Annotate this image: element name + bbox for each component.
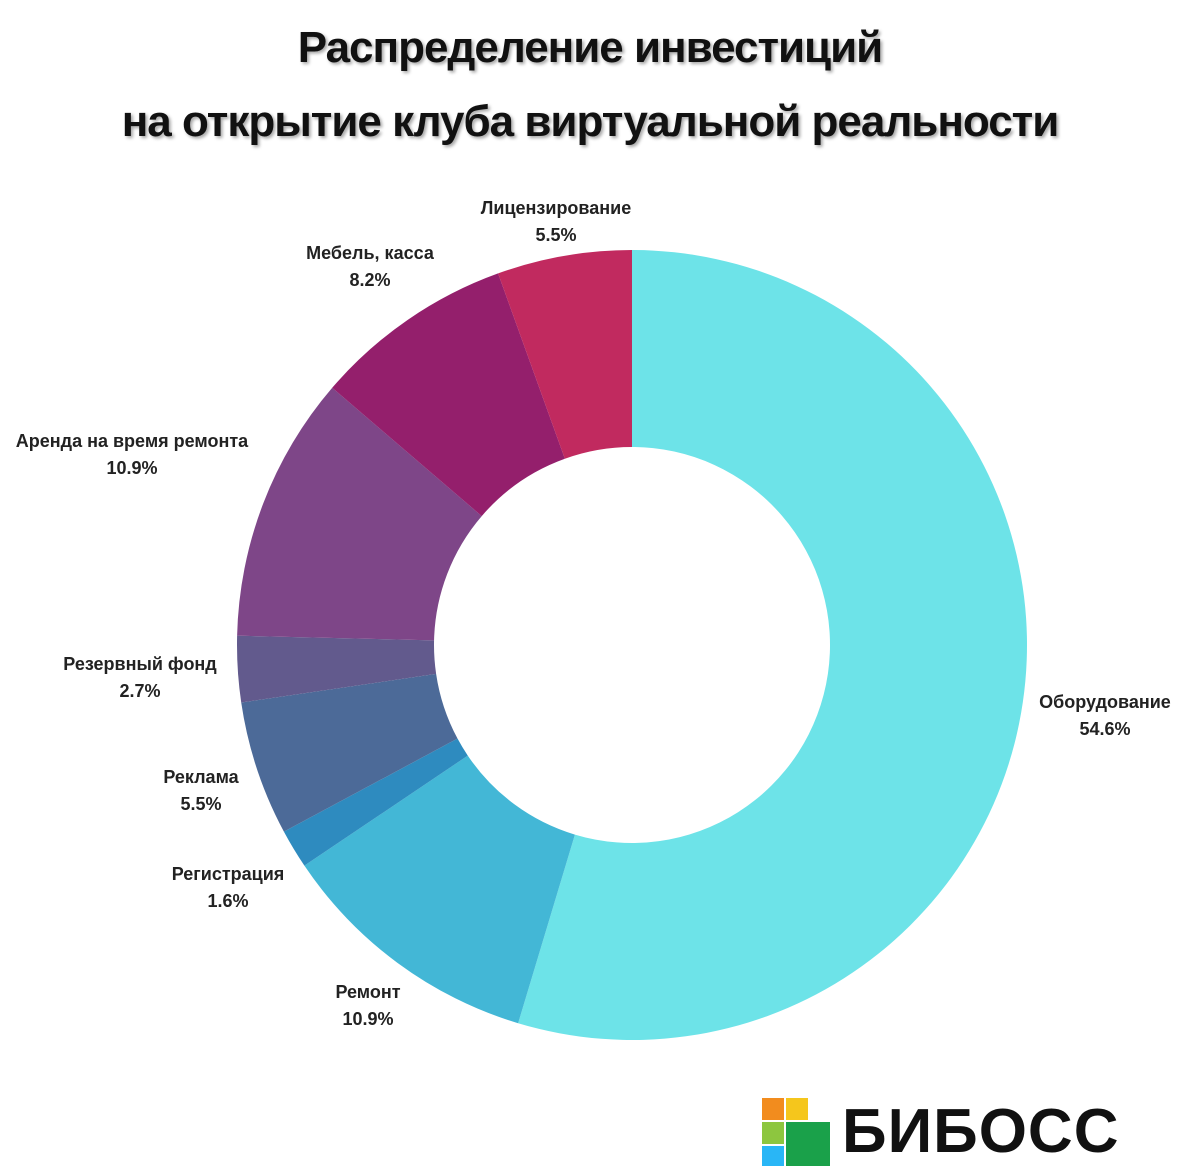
slice-label-name: Лицензирование [480, 198, 632, 218]
slice-label-value: 5.5% [535, 225, 577, 245]
slice-label-name: Регистрация [171, 864, 285, 884]
slice-label-value: 8.2% [349, 270, 391, 290]
slice-label-name: Реклама [163, 767, 239, 787]
slice-label-registration: Регистрация 1.6% [128, 861, 328, 915]
slice-label-furniture: Мебель, касса 8.2% [270, 240, 470, 294]
logo-square-green [786, 1122, 830, 1166]
donut-slice-3 [241, 673, 458, 832]
brand-name: БИБОСС [842, 1097, 1120, 1166]
logo-square-yellow [786, 1098, 808, 1120]
logo-square-lightgreen [762, 1122, 784, 1144]
donut-slice-2 [283, 738, 468, 866]
slice-label-value: 10.9% [106, 458, 158, 478]
logo-square-orange [762, 1098, 784, 1120]
slice-label-value: 10.9% [342, 1009, 394, 1029]
slice-label-name: Мебель, касса [306, 243, 434, 263]
slice-label-value: 2.7% [119, 681, 161, 701]
donut-slice-6 [332, 273, 565, 517]
slice-label-value: 5.5% [180, 794, 222, 814]
slice-label-value: 54.6% [1079, 719, 1131, 739]
logo-square-blue [762, 1146, 784, 1166]
donut-slice-7 [498, 250, 632, 459]
donut-slice-1 [304, 755, 575, 1024]
slice-label-licensing: Лицензирование 5.5% [456, 195, 656, 249]
slice-label-rent: Аренда на время ремонта 10.9% [0, 428, 264, 482]
donut-slice-4 [236, 635, 437, 703]
donut-slice-5 [237, 387, 482, 641]
donut-slice-0 [518, 250, 1028, 1040]
slice-label-equipment: Оборудование 54.6% [1000, 689, 1180, 743]
slice-label-renovation: Ремонт 10.9% [268, 979, 468, 1033]
slice-label-name: Аренда на время ремонта [15, 431, 249, 451]
slice-label-reserve-fund: Резервный фонд 2.7% [40, 651, 240, 705]
chart-title-line-2: на открытие клуба виртуальной реальности [121, 97, 1060, 146]
chart-title-line-1: Распределение инвестиций [297, 23, 883, 72]
slice-label-name: Ремонт [335, 982, 401, 1002]
slice-label-name: Резервный фонд [63, 654, 217, 674]
slice-label-name: Оборудование [1039, 692, 1171, 712]
slice-label-value: 1.6% [207, 891, 249, 911]
slice-label-advertising: Реклама 5.5% [101, 764, 301, 818]
